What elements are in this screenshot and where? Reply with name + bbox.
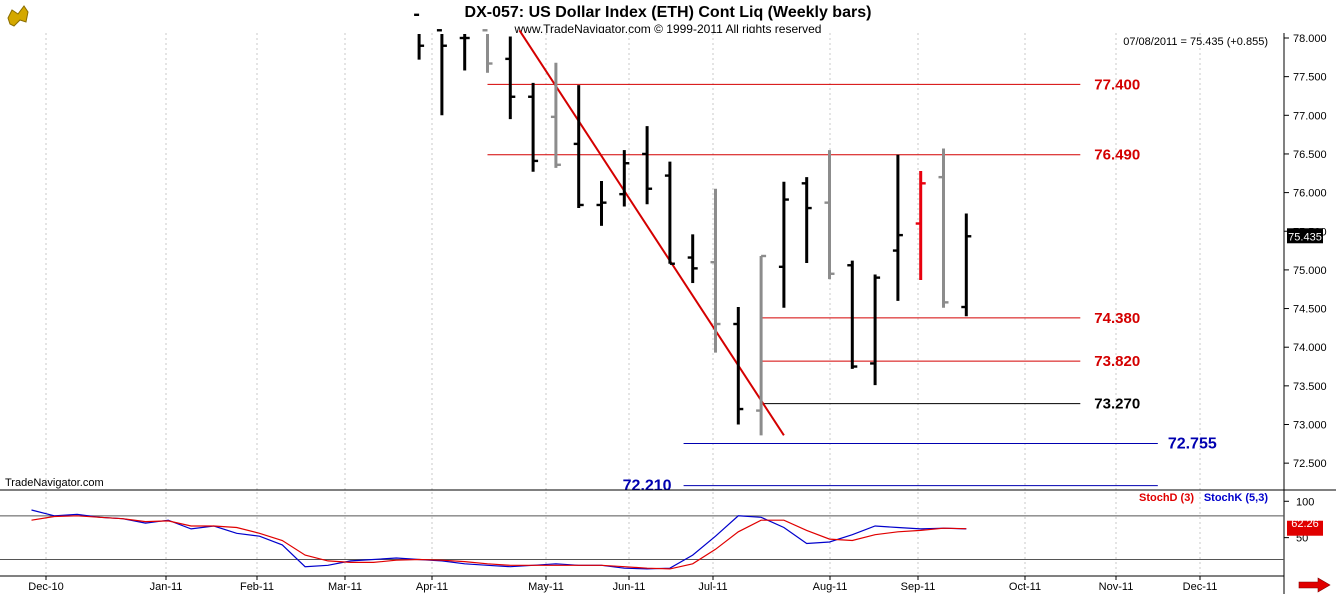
x-tick-label: Nov-11 [1099, 581, 1134, 593]
ohlc-bar [915, 170, 926, 280]
y-tick-label: 77.000 [1293, 110, 1327, 122]
y-tick-label: 74.000 [1293, 342, 1327, 354]
ohlc-bar [505, 36, 516, 120]
x-tick-label: Mar-11 [328, 581, 362, 593]
ohlc-bar [414, 13, 425, 60]
scroll-right-arrow-icon[interactable] [1298, 577, 1331, 593]
ohlc-bar [801, 177, 812, 263]
ohlc-bar [664, 161, 675, 265]
x-tick-label: Sep-11 [901, 581, 936, 593]
last-price-label: 75.435 [1288, 231, 1322, 243]
y-tick-label: 78.000 [1293, 33, 1327, 45]
price-readout: 07/08/2011 = 75.435 (+0.855) [1123, 36, 1268, 48]
stochastic-reference-lines [0, 515, 1284, 560]
x-tick-label: Dec-10 [28, 581, 63, 593]
stoch-last-label: 62.26 [1291, 518, 1319, 530]
stoch-k-legend: StochK (5,3) [1204, 492, 1269, 504]
ohlc-bar [687, 234, 698, 284]
level-label: 74.380 [1094, 310, 1140, 327]
x-tick-label: Jan-11 [150, 581, 183, 593]
level-label: 72.210 [623, 478, 672, 495]
ohlc-bar [892, 154, 903, 301]
ohlc-bar [710, 188, 721, 353]
ohlc-bar [870, 274, 881, 386]
watermark: TradeNavigator.com [5, 477, 104, 489]
level-label: 73.820 [1094, 353, 1140, 370]
logo-bull-icon [7, 5, 29, 27]
y-tick-label: 77.500 [1293, 72, 1327, 84]
x-tick-label: Dec-11 [1183, 581, 1218, 593]
x-tick-label: Apr-11 [416, 581, 448, 593]
y-tick-label: 73.500 [1293, 381, 1327, 393]
ohlc-bars [414, 13, 972, 436]
ohlc-bar [528, 82, 539, 172]
stoch-d-legend: StochD (3) [1139, 492, 1194, 504]
y-tick-label: 74.500 [1293, 304, 1327, 316]
ohlc-bar [824, 150, 835, 280]
stoch-last-badge: 62.26 [1287, 518, 1323, 536]
ohlc-bar [550, 62, 561, 168]
stoch-d-line [31, 515, 967, 570]
last-price-badge: 75.435 [1287, 228, 1323, 244]
ohlc-bar [596, 181, 607, 226]
price-levels: 77.400 76.490 74.380 73.820 73.270 72.755 72.2… [487, 76, 1217, 495]
y-tick-label: 75.000 [1293, 265, 1327, 277]
trendline-segment [518, 29, 785, 436]
x-tick-label: Aug-11 [813, 581, 848, 593]
y-tick-label: 76.000 [1293, 188, 1327, 200]
ohlc-bar [573, 85, 584, 209]
ohlc-bar [778, 181, 789, 308]
stochastic-gridlines [45, 492, 1201, 574]
level-label: 72.755 [1168, 435, 1217, 452]
x-tick-label: May-11 [528, 581, 564, 593]
x-tick-label: Jun-11 [613, 581, 646, 593]
chart-subtitle: www.TradeNavigator.com © 1999-2011 All r… [514, 22, 822, 36]
ohlc-bar [642, 126, 653, 205]
ohlc-bar [756, 254, 767, 436]
y-tick-label: 73.000 [1293, 420, 1327, 432]
stoch-k-line [31, 509, 967, 570]
time-axis: Dec-10 Jan-11 Feb-11 Mar-11 Apr-11 May-11 Jun-… [28, 576, 1217, 593]
ohlc-bar [459, 34, 470, 71]
x-tick-label: Oct-11 [1009, 581, 1041, 593]
ohlc-bar [436, 29, 447, 116]
chart-title: DX-057: US Dollar Index (ETH) Cont Liq (… [465, 4, 872, 21]
ohlc-bar [961, 213, 972, 317]
x-tick-label: Feb-11 [240, 581, 274, 593]
price-pane: 77.400 76.490 74.380 73.820 73.270 72.755 72.2… [0, 13, 1283, 495]
price-axis: 78.00077.50077.00076.50076.00075.50075.0… [1283, 33, 1327, 594]
ohlc-bar [938, 148, 949, 308]
level-label: 76.490 [1094, 147, 1140, 164]
level-label: 73.270 [1094, 396, 1140, 413]
stoch-tick-label: 100 [1296, 496, 1314, 508]
x-tick-label: Jul-11 [698, 581, 727, 593]
level-label: 77.400 [1094, 76, 1140, 93]
ohlc-bar [733, 307, 744, 425]
ohlc-bar [847, 260, 858, 369]
ohlc-bar [482, 29, 493, 73]
y-tick-label: 72.500 [1293, 458, 1327, 470]
trendline [518, 29, 785, 436]
chart-header: DX-057: US Dollar Index (ETH) Cont Liq (… [6, 4, 871, 36]
y-tick-label: 76.500 [1293, 149, 1327, 161]
vertical-gridlines [45, 33, 1201, 490]
ohlc-bar [619, 150, 630, 207]
price-axis-ticks: 78.00077.50077.00076.50076.00075.50075.0… [1284, 33, 1327, 470]
